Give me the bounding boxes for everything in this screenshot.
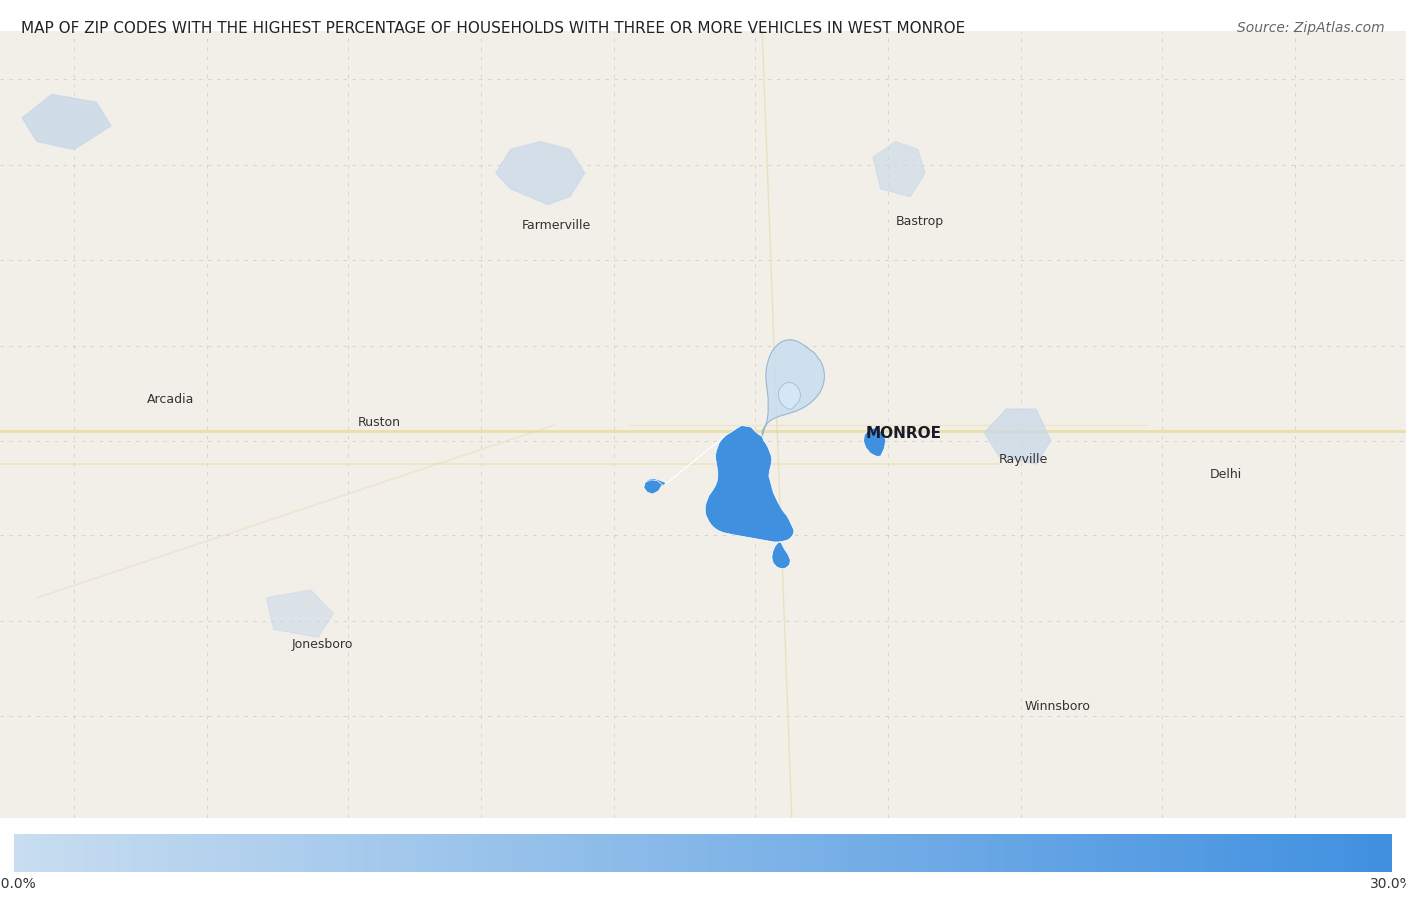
Polygon shape: [22, 94, 111, 149]
Polygon shape: [496, 141, 585, 205]
Polygon shape: [762, 340, 824, 437]
Text: MONROE: MONROE: [866, 426, 942, 441]
Text: Jonesboro: Jonesboro: [292, 637, 353, 651]
Text: MAP OF ZIP CODES WITH THE HIGHEST PERCENTAGE OF HOUSEHOLDS WITH THREE OR MORE VE: MAP OF ZIP CODES WITH THE HIGHEST PERCEN…: [21, 21, 966, 36]
Text: Delhi: Delhi: [1209, 467, 1241, 481]
Polygon shape: [863, 428, 886, 457]
Text: Winnsboro: Winnsboro: [1025, 700, 1091, 713]
Polygon shape: [772, 542, 790, 569]
Polygon shape: [984, 409, 1050, 464]
Text: Rayville: Rayville: [998, 453, 1047, 466]
Polygon shape: [266, 590, 333, 637]
Text: Source: ZipAtlas.com: Source: ZipAtlas.com: [1237, 21, 1385, 35]
Polygon shape: [873, 141, 925, 197]
Polygon shape: [645, 425, 794, 542]
Polygon shape: [644, 480, 662, 494]
Text: Bastrop: Bastrop: [896, 216, 943, 228]
Text: Farmerville: Farmerville: [522, 219, 591, 232]
Text: Ruston: Ruston: [359, 416, 401, 429]
Text: Arcadia: Arcadia: [148, 393, 194, 406]
Polygon shape: [779, 382, 800, 409]
